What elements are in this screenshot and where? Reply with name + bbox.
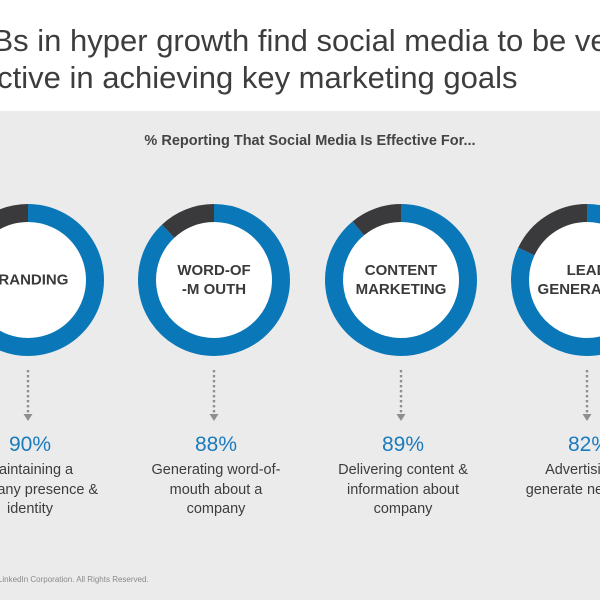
ring-category-label: CONTENT MARKETING	[341, 261, 461, 299]
ring-description-line: company	[186, 501, 246, 517]
ring-category-label-line: BRANDING	[0, 271, 69, 289]
ring-category-label: WORD-OF -M OUTH	[154, 261, 274, 299]
ring-description-line: identity	[7, 501, 53, 517]
data-label-percent: 82%	[567, 433, 600, 456]
donut-slice-remainder	[0, 204, 29, 230]
donut-ring	[138, 204, 290, 421]
data-label-percent: 88%	[194, 433, 238, 456]
donut-slice-remainder	[352, 204, 402, 236]
ring-description: Advertising to generate new leads	[504, 461, 600, 500]
ring-center	[156, 222, 272, 338]
ring-category-label-line: WORD-OF	[177, 262, 251, 279]
ring-category-label: LEAD GENERATION	[527, 261, 600, 299]
donut-slice-effective	[0, 204, 104, 356]
ring-description-line: Maintaining a	[0, 462, 74, 478]
ring-category-label-line: GENERATION	[537, 281, 600, 298]
header-band: SMBs in hyper growth find social media t…	[0, 0, 600, 111]
donut-ring	[0, 204, 104, 421]
ring-center	[0, 222, 86, 338]
arrow-down-icon	[396, 414, 406, 421]
ring-description-line: Generating word-of-	[151, 462, 281, 478]
page-title-line-1: SMBs in hyper growth find social media t…	[0, 23, 600, 58]
ring-description: Maintaining a company presence & identity	[0, 461, 115, 520]
ring-center	[343, 222, 459, 338]
donut-ring	[511, 204, 600, 421]
ring-description-line: company	[373, 501, 433, 517]
ring-category-label: BRANDING	[0, 271, 88, 290]
ring-description-line: company presence &	[0, 481, 99, 498]
ring-description: Delivering content & information about com…	[318, 461, 488, 520]
arrow-down-icon	[209, 414, 219, 421]
ring-description-line: information about	[346, 481, 460, 498]
ring-description: Generating word-of-mouth about a company	[131, 461, 301, 520]
donut-slice-effective	[511, 204, 600, 356]
ring-description-line: mouth about a	[169, 481, 263, 498]
arrow-down-icon	[23, 414, 33, 421]
donut-ring	[325, 204, 477, 421]
data-label-percent: 89%	[381, 433, 425, 456]
ring-description-line: generate new leads	[525, 481, 600, 498]
data-label-percent: 90%	[8, 433, 52, 456]
ring-category-label-line: LEAD	[566, 262, 600, 279]
donut-slice-remainder	[161, 204, 215, 238]
arrow-down-icon	[582, 414, 592, 421]
donut-slice-effective	[325, 204, 477, 356]
donut-slice-remainder	[518, 204, 588, 256]
chart-title: % Reporting That Social Media Is Effecti…	[144, 133, 476, 149]
ring-category-label-line: -M OUTH	[181, 281, 247, 298]
ring-description-line: Advertising to	[545, 462, 600, 478]
ring-category-label-line: CONTENT	[364, 262, 438, 279]
ring-description-line: Delivering content &	[338, 462, 468, 478]
ring-category-label-line: MARKETING	[355, 281, 447, 298]
copyright-footer: ©2013 LinkedIn Corporation. All Rights R…	[0, 575, 149, 584]
page-title-line-2: effective in achieving key marketing goa…	[0, 60, 518, 95]
donut-slice-effective	[138, 204, 290, 356]
page-title: SMBs in hyper growth find social media t…	[0, 22, 600, 96]
ring-center	[529, 222, 600, 338]
